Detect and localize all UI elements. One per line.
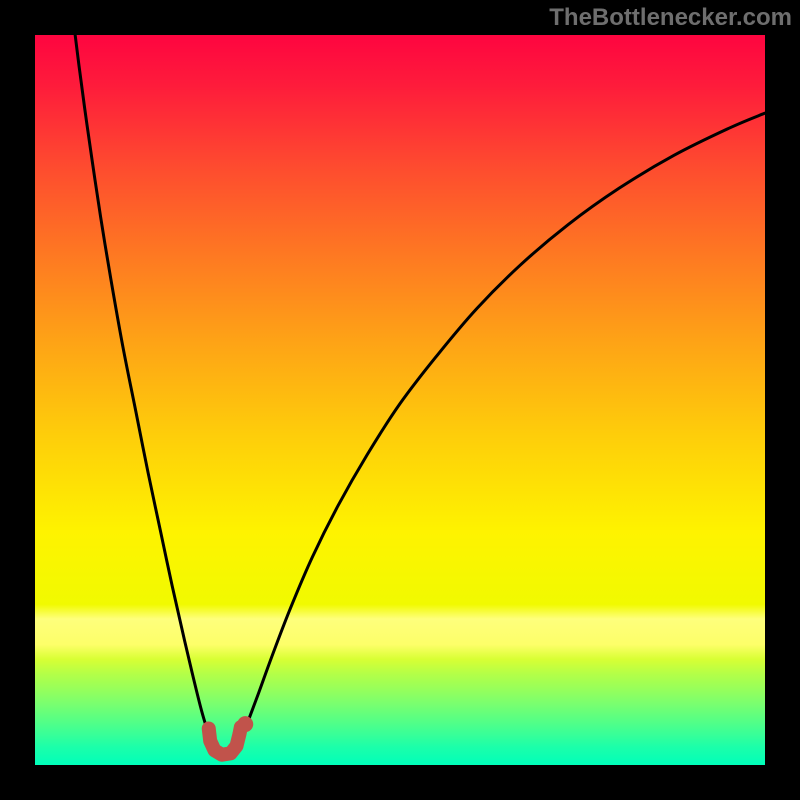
gradient-background — [35, 35, 765, 765]
dip-dot — [237, 716, 253, 732]
chart-container: TheBottlenecker.com — [0, 0, 800, 800]
bottleneck-chart — [0, 0, 800, 800]
